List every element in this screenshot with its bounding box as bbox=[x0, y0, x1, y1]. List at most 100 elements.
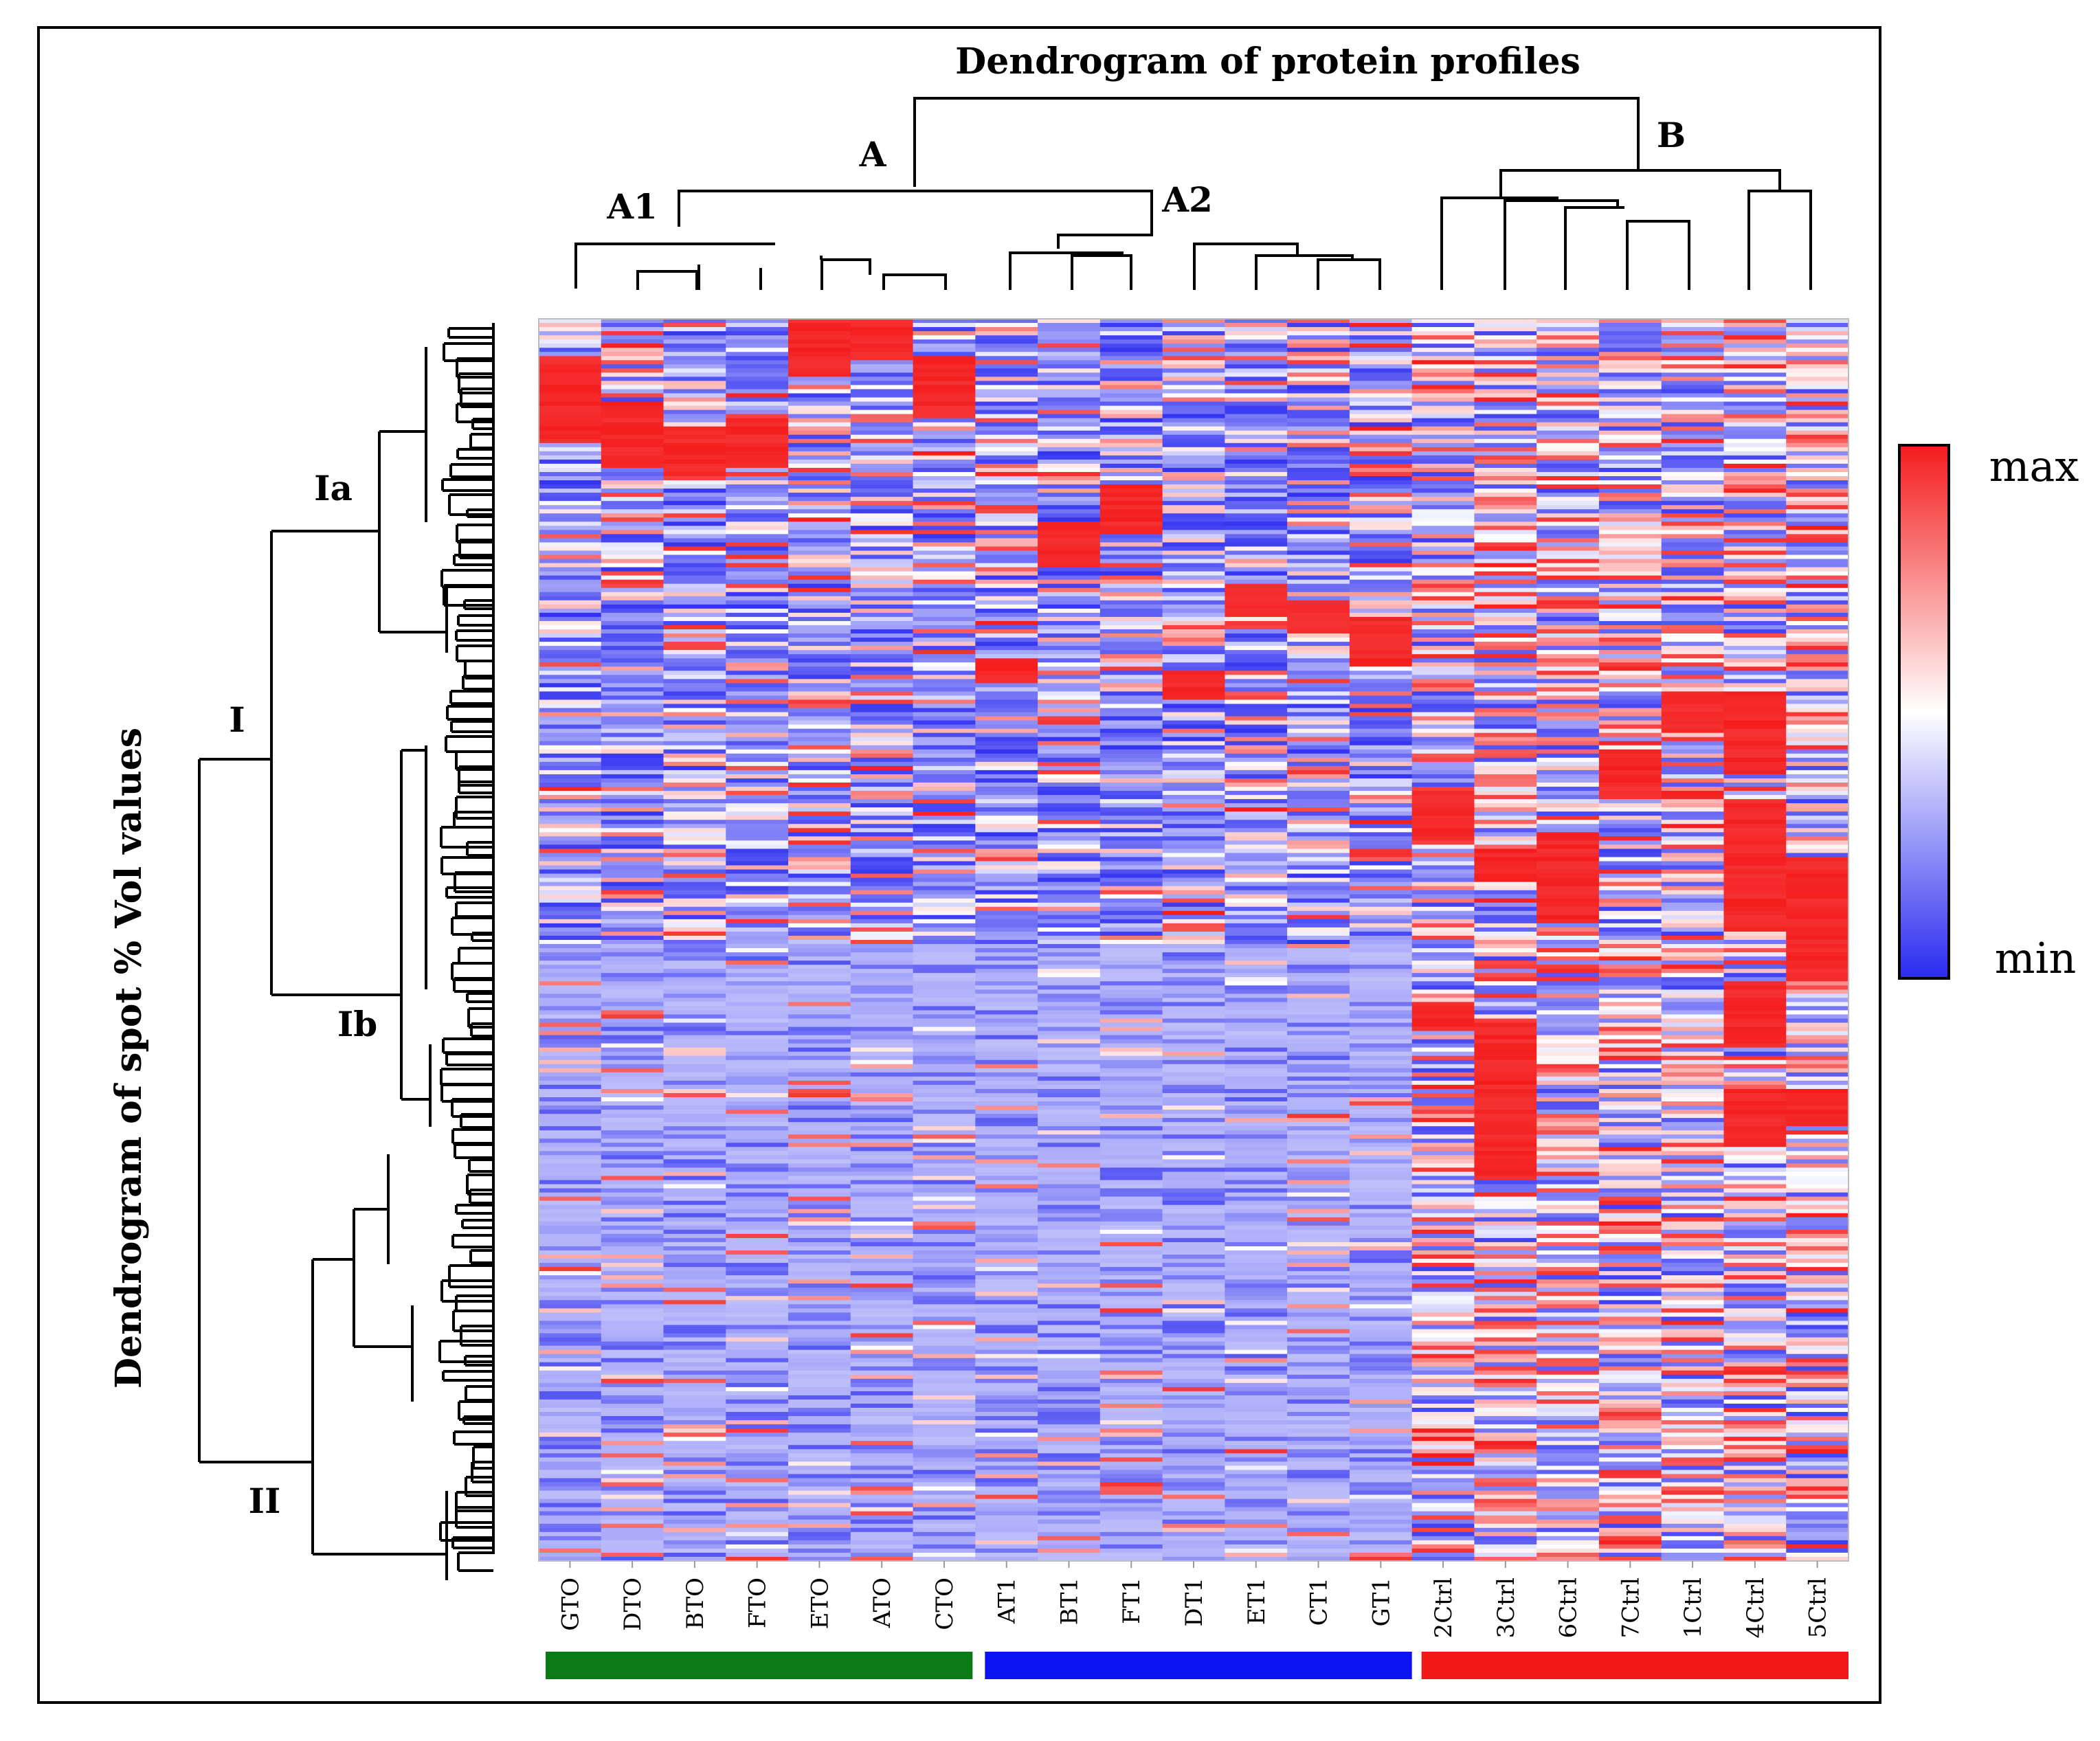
heatmap-cell bbox=[788, 538, 851, 543]
heatmap-cell bbox=[1349, 923, 1413, 928]
heatmap-cell bbox=[1038, 442, 1101, 448]
heatmap-cell bbox=[539, 1523, 602, 1529]
heatmap-cell bbox=[1162, 1548, 1225, 1553]
heatmap-cell bbox=[1411, 1540, 1475, 1545]
heatmap-cell bbox=[1099, 695, 1163, 701]
heatmap-cell bbox=[1287, 476, 1350, 481]
heatmap-cell bbox=[913, 1267, 976, 1272]
heatmap-cell bbox=[1162, 1250, 1225, 1255]
heatmap-cell bbox=[850, 1453, 914, 1458]
heatmap-cell bbox=[1038, 923, 1101, 928]
heatmap-cell bbox=[1411, 571, 1475, 576]
heatmap-cell bbox=[601, 778, 664, 783]
heatmap-cell bbox=[1038, 620, 1101, 626]
heatmap-cell bbox=[726, 608, 789, 614]
heatmap-cell bbox=[726, 1507, 789, 1512]
heatmap-cell bbox=[1349, 1507, 1413, 1512]
heatmap-cell bbox=[913, 430, 976, 436]
heatmap-cell bbox=[726, 1478, 789, 1483]
heatmap-cell bbox=[1411, 480, 1475, 485]
heatmap-cell bbox=[1099, 1325, 1163, 1330]
heatmap-cell bbox=[788, 381, 851, 386]
heatmap-cell bbox=[1162, 824, 1225, 829]
column-dendrogram bbox=[574, 97, 1812, 290]
heatmap-cell bbox=[1225, 1382, 1288, 1388]
heatmap-cell bbox=[1411, 426, 1475, 431]
heatmap-cell bbox=[539, 1263, 602, 1268]
heatmap-cell bbox=[788, 1498, 851, 1504]
heatmap-cell bbox=[663, 339, 726, 344]
heatmap-cell bbox=[539, 1155, 602, 1160]
heatmap-cell bbox=[539, 683, 602, 688]
heatmap-cell bbox=[1287, 849, 1350, 854]
heatmap-cell bbox=[601, 1035, 664, 1040]
heatmap-cell bbox=[1162, 807, 1225, 812]
heatmap-cell bbox=[1411, 1084, 1475, 1090]
heatmap-cell bbox=[975, 422, 1038, 427]
heatmap-cell bbox=[1038, 666, 1101, 671]
heatmap-cell bbox=[1225, 583, 1288, 589]
heatmap-cell bbox=[1474, 877, 1537, 883]
heatmap-cell bbox=[975, 981, 1038, 986]
heatmap-cell bbox=[850, 761, 914, 767]
heatmap-cell bbox=[1411, 1259, 1475, 1263]
heatmap-cell bbox=[1349, 583, 1413, 589]
heatmap-cell bbox=[539, 434, 602, 440]
heatmap-cell bbox=[1474, 881, 1537, 887]
heatmap-cell bbox=[539, 1358, 602, 1363]
heatmap-cell bbox=[788, 471, 851, 477]
heatmap-cell bbox=[1099, 563, 1163, 568]
heatmap-cell bbox=[788, 438, 851, 444]
heatmap-cell bbox=[1099, 430, 1163, 436]
heatmap-cell bbox=[975, 434, 1038, 440]
heatmap-cell bbox=[1287, 331, 1350, 336]
heatmap-cell bbox=[850, 377, 914, 381]
heatmap-cell bbox=[1287, 973, 1350, 978]
heatmap-cell bbox=[1038, 642, 1101, 647]
heatmap-cell bbox=[788, 1250, 851, 1255]
heatmap-cell bbox=[1287, 1345, 1350, 1351]
heatmap-cell bbox=[601, 1242, 664, 1247]
heatmap-cell bbox=[1162, 1333, 1225, 1338]
heatmap-cell bbox=[1038, 616, 1101, 622]
heatmap-cell bbox=[1099, 898, 1163, 903]
heatmap-cell bbox=[1038, 1209, 1101, 1214]
heatmap-cell bbox=[975, 554, 1038, 560]
heatmap-cell bbox=[1099, 1540, 1163, 1545]
heatmap-cell bbox=[663, 484, 726, 489]
heatmap-cell bbox=[663, 919, 726, 924]
heatmap-cell bbox=[726, 753, 789, 759]
heatmap-cell bbox=[1411, 931, 1475, 936]
heatmap-cell bbox=[1474, 372, 1537, 377]
heatmap-cell bbox=[1225, 1167, 1288, 1173]
heatmap-cell bbox=[539, 890, 602, 895]
heatmap-cell bbox=[913, 1250, 976, 1255]
heatmap-cell bbox=[1474, 1242, 1537, 1247]
heatmap-cell bbox=[1225, 687, 1288, 692]
heatmap-cell bbox=[1287, 1155, 1350, 1160]
heatmap-cell bbox=[788, 1246, 851, 1251]
heatmap-cell bbox=[1162, 1118, 1225, 1123]
heatmap-cell bbox=[913, 1391, 976, 1396]
heatmap-cell bbox=[1349, 732, 1413, 738]
heatmap-cell bbox=[601, 1147, 664, 1152]
heatmap-cell bbox=[1225, 480, 1288, 485]
heatmap-cell bbox=[975, 1498, 1038, 1504]
heatmap-cell bbox=[1038, 691, 1101, 697]
heatmap-cell bbox=[1411, 1498, 1475, 1504]
heatmap-cell bbox=[726, 1362, 789, 1367]
heatmap-cell bbox=[1225, 451, 1288, 456]
heatmap-cell bbox=[1099, 554, 1163, 560]
heatmap-cell bbox=[663, 1453, 726, 1458]
heatmap-cell bbox=[663, 1374, 726, 1380]
heatmap-cell bbox=[913, 612, 976, 618]
heatmap-cell bbox=[539, 1176, 602, 1181]
heatmap-cell bbox=[726, 620, 789, 626]
heatmap-cell bbox=[850, 327, 914, 332]
heatmap-cell bbox=[539, 1494, 602, 1500]
heatmap-cell bbox=[913, 389, 976, 394]
heatmap-cell bbox=[1099, 579, 1163, 585]
heatmap-cell bbox=[1474, 728, 1537, 734]
heatmap-cell bbox=[663, 638, 726, 642]
heatmap-cell bbox=[913, 1188, 976, 1193]
